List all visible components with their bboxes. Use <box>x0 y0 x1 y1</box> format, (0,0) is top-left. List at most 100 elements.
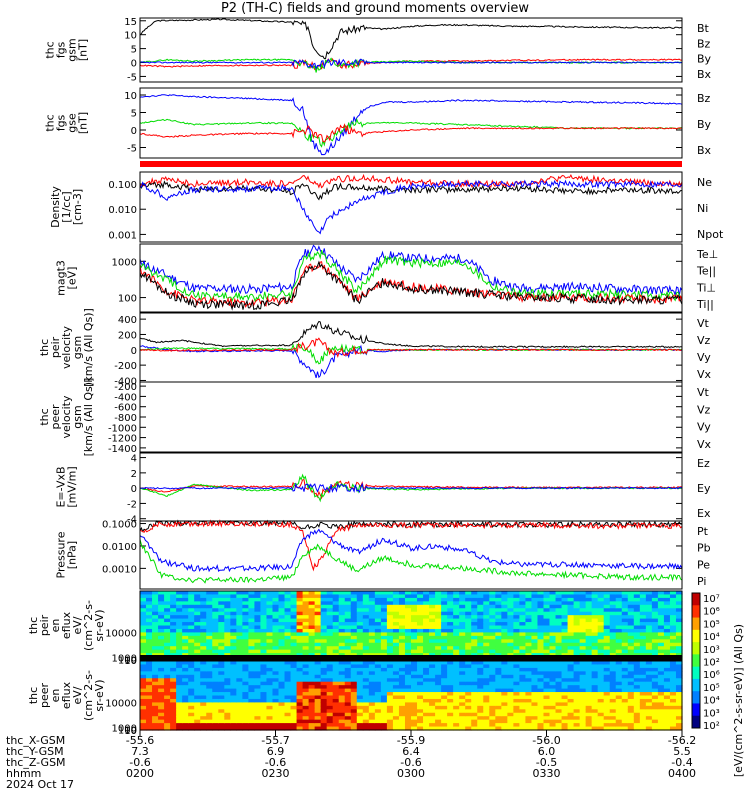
spectrogram-cell <box>561 632 569 637</box>
spectrogram-cell <box>489 604 496 609</box>
spectrogram-cell <box>639 705 647 710</box>
ytick-label: -1200 <box>108 434 137 445</box>
xtick-z: -0.6 <box>265 756 286 769</box>
spectrogram-cell <box>621 615 629 620</box>
spectrogram-cell <box>669 632 677 637</box>
spectrogram-cell <box>495 618 502 623</box>
spectrogram-cell <box>314 632 322 637</box>
spectrogram-cell <box>266 628 274 633</box>
spectrogram-cell <box>663 705 671 710</box>
spectrogram-cell <box>603 594 611 599</box>
spectrogram-cell <box>188 646 195 651</box>
spectrogram-cell <box>338 615 346 620</box>
spectrogram-cell <box>200 594 207 599</box>
spectrogram-cell <box>597 664 605 669</box>
spectrogram-cell <box>212 726 219 731</box>
spectrogram-cell <box>176 591 183 596</box>
spectrogram-cell <box>386 698 394 703</box>
spectrogram-cell <box>206 671 213 676</box>
spectrogram-cell <box>146 664 153 669</box>
spectrogram-cell <box>278 625 286 630</box>
spectrogram-cell <box>585 618 593 623</box>
spectrogram-cell <box>344 635 352 640</box>
spectrogram-cell <box>194 705 201 710</box>
spectrogram-cell <box>459 611 466 616</box>
spectrogram-cell <box>224 671 231 676</box>
spectrogram-cell <box>200 611 207 616</box>
spectrogram-cell <box>230 698 237 703</box>
colorbar-cell <box>692 605 700 619</box>
ytick-label: -1000 <box>108 423 137 434</box>
spectrogram-cell <box>260 661 268 666</box>
spectrogram-cell <box>374 591 382 596</box>
spectrogram-cell <box>585 646 593 651</box>
colorbar-label: [eV/(cm^2-s-sr-eV)] (All Qs) <box>732 624 745 777</box>
spectrogram-cell <box>621 664 629 669</box>
spectrogram-cell <box>453 719 460 724</box>
series-line-Vz <box>139 337 683 358</box>
spectrogram-cell <box>152 594 159 599</box>
spectrogram-cell <box>164 591 171 596</box>
spectrogram-cell <box>332 608 340 613</box>
spectrogram-cell <box>429 685 436 690</box>
spectrogram-cell <box>338 594 346 599</box>
spectrogram-cell <box>429 695 436 700</box>
spectrogram-cell <box>609 685 617 690</box>
spectrogram-cell <box>675 628 683 633</box>
spectrogram-cell <box>531 649 539 654</box>
spectrogram-cell <box>308 688 316 693</box>
spectrogram-cell <box>248 723 256 728</box>
spectrogram-cell <box>633 635 641 640</box>
spectrogram-cell <box>392 695 400 700</box>
spectrogram-cell <box>609 723 617 728</box>
spectrogram-cell <box>236 692 243 697</box>
spectrogram-cell <box>254 685 262 690</box>
spectrogram-cell <box>212 594 219 599</box>
spectrogram-cell <box>326 632 334 637</box>
spectrogram-cell <box>362 597 370 602</box>
spectrogram-cell <box>573 681 581 686</box>
spectrogram-cell <box>242 681 249 686</box>
spectrogram-cell <box>489 692 496 697</box>
spectrogram-cell <box>224 628 231 633</box>
spectrogram-cell <box>230 625 237 630</box>
spectrogram-cell <box>435 601 442 606</box>
spectrogram-cell <box>344 719 352 724</box>
spectrogram-cell <box>567 622 575 627</box>
spectrogram-cell <box>423 716 430 721</box>
spectrogram-cell <box>170 601 177 606</box>
spectrogram-cell <box>459 625 466 630</box>
spectrogram-cell <box>477 646 484 651</box>
spectrogram-cell <box>549 611 557 616</box>
spectrogram-cell <box>338 709 346 714</box>
spectrogram-cell <box>567 719 575 724</box>
spectrogram-cell <box>585 604 593 609</box>
spectrogram-cell <box>531 716 539 721</box>
spectrogram-cell <box>501 712 508 717</box>
spectrogram-cell <box>338 664 346 669</box>
spectrogram-cell <box>146 591 153 596</box>
spectrogram-cell <box>489 712 496 717</box>
spectrogram-cell <box>152 705 159 710</box>
spectrogram-cell <box>200 681 207 686</box>
spectrogram-cell <box>627 661 635 666</box>
spectrogram-cell <box>489 671 496 676</box>
spectrogram-cell <box>471 692 478 697</box>
spectrogram-cell <box>350 709 358 714</box>
spectrogram-cell <box>621 712 629 717</box>
spectrogram-cell <box>627 702 635 707</box>
spectrogram-cell <box>170 692 177 697</box>
spectrogram-cell <box>651 632 659 637</box>
spectrogram-cell <box>290 649 298 654</box>
spectrogram-cell <box>417 667 424 672</box>
spectrogram-cell <box>417 635 424 640</box>
spectrogram-cell <box>537 608 545 613</box>
spectrogram-cell <box>398 646 406 651</box>
spectrogram-cell <box>308 664 316 669</box>
spectrogram-cell <box>368 671 376 676</box>
spectrogram-cell <box>525 664 533 669</box>
spectrogram-cell <box>495 615 502 620</box>
spectrogram-cell <box>441 678 448 683</box>
spectrogram-cell <box>260 705 268 710</box>
spectrogram-cell <box>278 678 286 683</box>
